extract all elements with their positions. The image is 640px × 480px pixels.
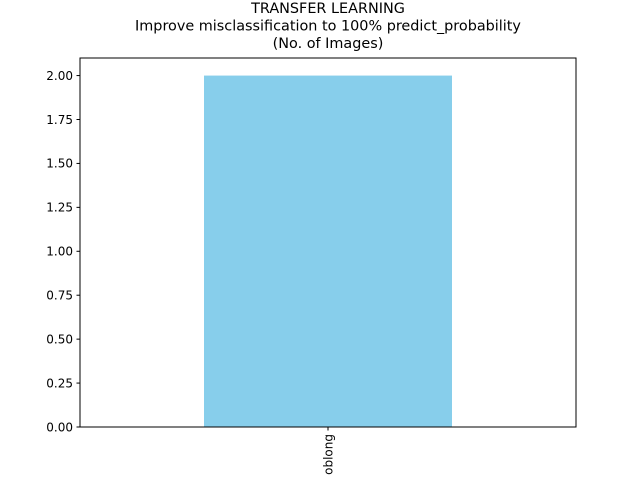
- chart-title: TRANSFER LEARNING Improve misclassificat…: [135, 1, 521, 52]
- y-tick-label: 0.75: [46, 289, 73, 303]
- chart-title-line-1: TRANSFER LEARNING: [250, 1, 405, 17]
- y-axis-ticks: 0.00 0.25 0.50 0.75 1.00 1.25 1.50 1.75 2.00: [46, 69, 80, 434]
- x-axis-ticks: oblong: [321, 427, 335, 475]
- chart-title-line-2: Improve misclassification to 100% predic…: [135, 19, 521, 35]
- bars: [204, 75, 452, 428]
- y-tick-label: 0.50: [46, 332, 73, 346]
- y-tick-label: 1.00: [46, 245, 73, 259]
- y-tick-label: 1.25: [46, 201, 73, 215]
- y-tick-label: 0.00: [46, 420, 73, 434]
- y-tick-label: 2.00: [46, 69, 73, 83]
- y-tick-label: 1.50: [46, 157, 73, 171]
- chart-title-line-3: (No. of Images): [273, 36, 384, 52]
- x-tick-label: oblong: [321, 434, 335, 475]
- plot-area-frame: [79, 57, 577, 428]
- bar-oblong: [204, 75, 452, 428]
- y-tick-label: 1.75: [46, 113, 73, 127]
- y-tick-label: 0.25: [46, 376, 73, 390]
